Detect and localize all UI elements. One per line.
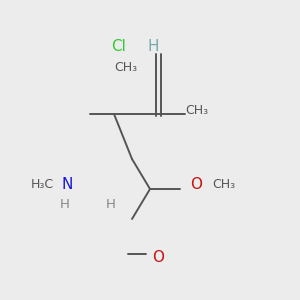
Text: CH₃: CH₃	[212, 178, 235, 191]
Text: O: O	[190, 177, 202, 192]
Text: O: O	[152, 250, 164, 266]
Text: CH₃: CH₃	[185, 104, 208, 118]
Text: CH₃: CH₃	[114, 61, 138, 74]
Text: H₃C: H₃C	[30, 178, 54, 191]
Text: H: H	[106, 197, 116, 211]
Text: N: N	[62, 177, 73, 192]
Text: H: H	[147, 39, 159, 54]
Text: H: H	[60, 197, 69, 211]
Text: Cl: Cl	[111, 39, 126, 54]
